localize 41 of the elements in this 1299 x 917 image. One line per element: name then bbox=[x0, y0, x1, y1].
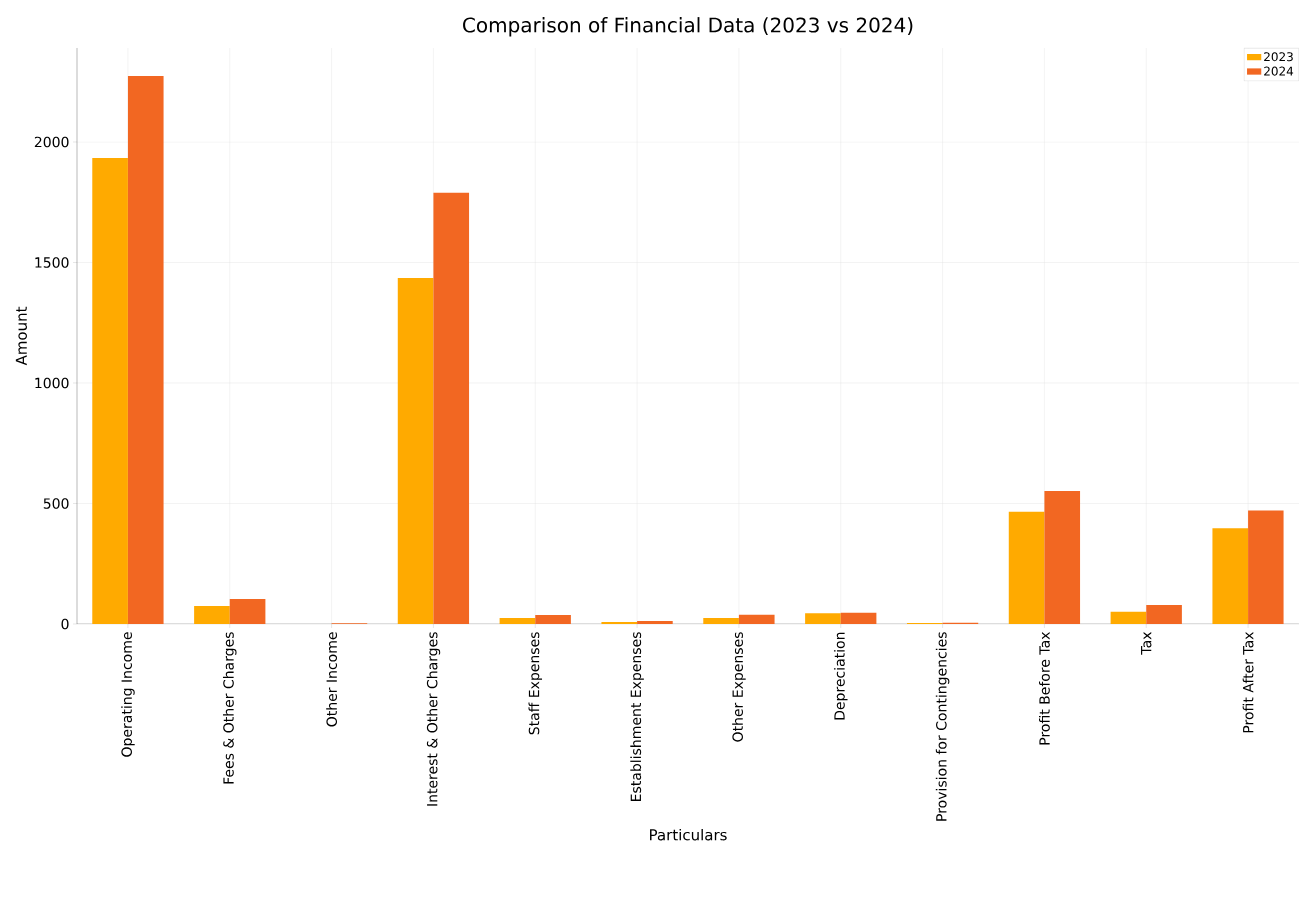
bar bbox=[1008, 511, 1045, 624]
y-tick-label: 1000 bbox=[35, 377, 69, 389]
y-tick-label: 500 bbox=[43, 498, 69, 509]
bar bbox=[1044, 490, 1081, 624]
bar bbox=[229, 598, 266, 624]
y-axis-title: Amount bbox=[15, 306, 27, 366]
x-tick-label: Depreciation bbox=[833, 632, 848, 720]
bar bbox=[637, 621, 673, 624]
y-tick-label: 2000 bbox=[34, 136, 69, 148]
y-tick-label: 1500 bbox=[35, 257, 69, 268]
x-tick-label: Provision for Contingencies bbox=[935, 632, 950, 821]
x-tick-label: Interest & Other Charges bbox=[426, 632, 441, 806]
bar bbox=[499, 617, 536, 624]
chart-title: Comparison of Financial Data (2023 vs 2024) bbox=[463, 17, 913, 37]
x-tick-label: Tax bbox=[1141, 631, 1152, 655]
bar bbox=[1212, 528, 1249, 624]
legend-label: 2023 bbox=[1264, 52, 1293, 62]
x-tick-label: Profit After Tax bbox=[1242, 631, 1254, 733]
legend-label: 2024 bbox=[1264, 66, 1294, 76]
bar bbox=[703, 617, 739, 624]
bar bbox=[194, 605, 230, 624]
x-tick-label: Operating Income bbox=[121, 632, 135, 757]
bar bbox=[1248, 510, 1284, 624]
bar bbox=[433, 192, 470, 624]
x-tick-label: Other Income bbox=[326, 632, 338, 727]
bar bbox=[1146, 604, 1182, 624]
bar bbox=[1110, 611, 1147, 624]
y-tick-label: 0 bbox=[61, 618, 69, 630]
x-tick-label: Profit Before Tax bbox=[1039, 631, 1050, 745]
bar bbox=[840, 612, 877, 624]
x-tick-label: Other Expenses bbox=[732, 632, 746, 742]
bar bbox=[535, 615, 571, 624]
bar bbox=[805, 613, 841, 624]
bar bbox=[397, 277, 434, 624]
bar bbox=[127, 75, 164, 624]
x-axis-title: Particulars bbox=[650, 828, 727, 841]
x-tick-label: Staff Expenses bbox=[528, 632, 543, 735]
x-tick-label: Establishment Expenses bbox=[630, 632, 644, 801]
bar bbox=[92, 157, 128, 624]
x-tick-label: Fees & Other Charges bbox=[222, 632, 237, 784]
bar bbox=[738, 614, 775, 624]
